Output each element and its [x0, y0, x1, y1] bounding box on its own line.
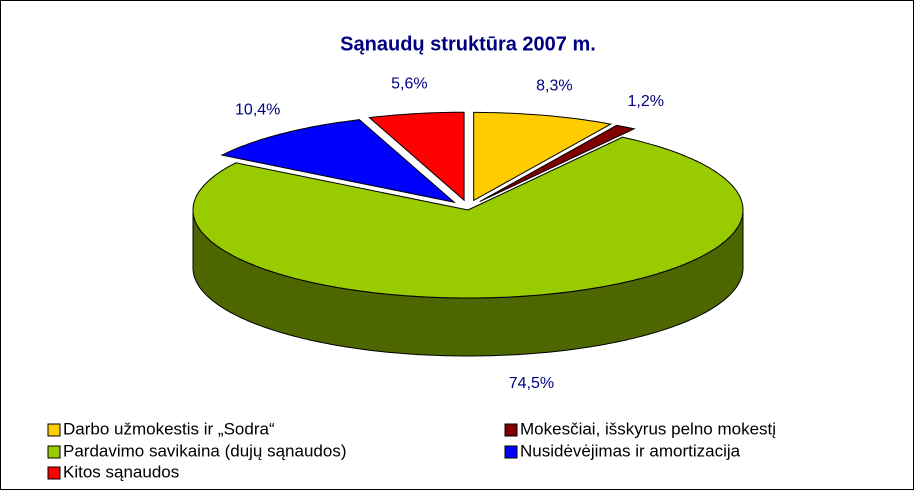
legend-swatch — [504, 445, 518, 459]
data-label: 1,2% — [627, 93, 663, 110]
slice — [192, 136, 744, 299]
legend-label: Mokesčiai, išskyrus pelno mokestį — [520, 419, 776, 438]
slice — [220, 119, 456, 204]
slice — [473, 111, 613, 202]
legend-swatch — [47, 466, 61, 480]
legend-label: Nusidėvėjimas ir amortizacija — [520, 441, 741, 460]
data-label: 10,4% — [235, 102, 280, 119]
chart-title: Sąnaudų struktūra 2007 m. — [340, 33, 596, 55]
data-label: 5,6% — [391, 75, 427, 92]
data-label: 8,3% — [536, 78, 572, 95]
legend-label: Pardavimo savikaina (dujų sąnaudos) — [63, 441, 347, 460]
legend-swatch — [47, 423, 61, 437]
legend-label: Darbo užmokestis ir „Sodra“ — [63, 419, 275, 438]
legend-label: Kitos sąnaudos — [63, 462, 179, 481]
legend-swatch — [47, 445, 61, 459]
slice — [368, 111, 465, 202]
data-label: 74,5% — [509, 375, 554, 392]
slice — [479, 124, 636, 203]
legend-swatch — [504, 423, 518, 437]
